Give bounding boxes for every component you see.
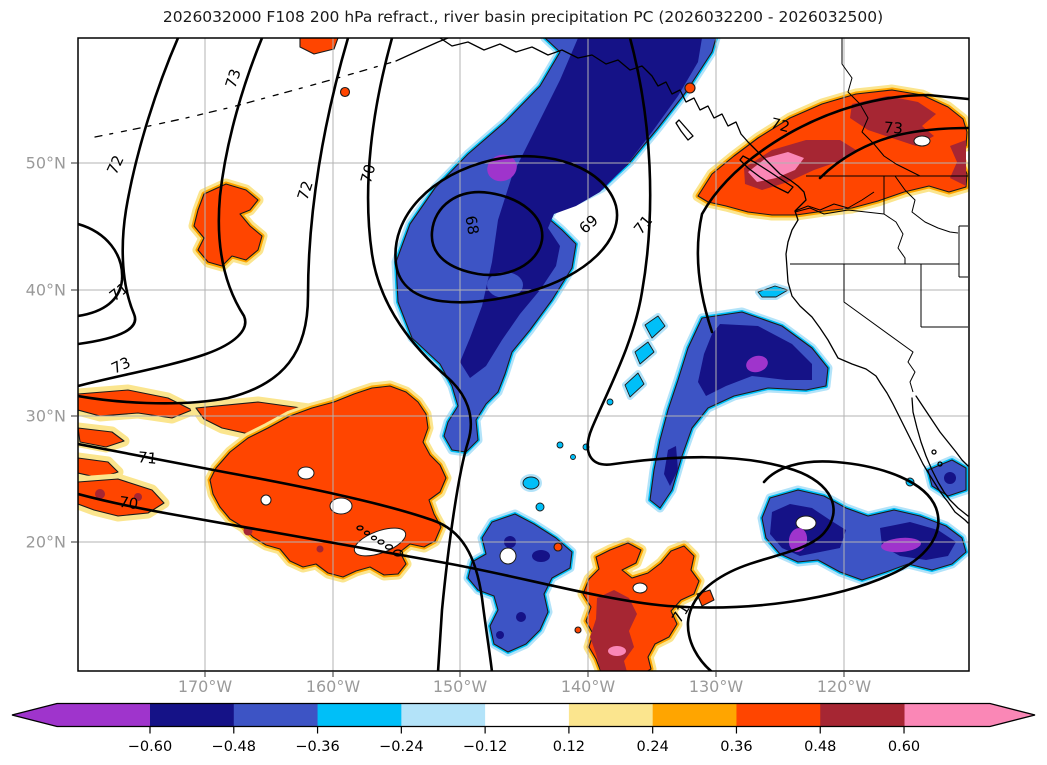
colorbar-segment (401, 703, 486, 727)
contour-label-71: 71 (137, 448, 158, 468)
map-frame (77, 37, 970, 672)
colorbar-segment (568, 703, 654, 727)
lon-tick-label: 170°W (178, 677, 233, 696)
aleutian-islands-coast (94, 60, 397, 138)
colorbar-tick-label: −0.12 (463, 739, 507, 755)
nv-ut-az-border (920, 264, 968, 328)
baja-gulf-west-coast (911, 397, 969, 517)
contour-label-72: 72 (294, 179, 317, 203)
lat-tick-label: 40°N (26, 281, 66, 300)
lat-tick-label: 30°N (26, 407, 66, 426)
chart-title: 2026032000 F108 200 hPa refract., river … (163, 8, 883, 26)
contour-72-mid (78, 38, 350, 405)
colorbar: −0.60 −0.48 −0.36 −0.24 −0.12 0.12 0.24 0.36 0.4… (11, 702, 1036, 755)
contour-label-73: 73 (222, 67, 245, 91)
contour-label-73: 73 (883, 118, 903, 137)
lon-tick-label: 120°W (817, 677, 872, 696)
colorbar-outline (11, 702, 1036, 728)
ca-nv-az-border (843, 264, 916, 393)
colorbar-segment (233, 703, 319, 727)
colorbar-extend-below (12, 703, 150, 727)
contour-69-closed (394, 155, 619, 304)
axis-ticks (71, 162, 845, 677)
vancouver-island-coast (739, 155, 794, 194)
colorbar-tick-label: 0.24 (637, 739, 669, 755)
lon-tick-label: 130°W (689, 677, 744, 696)
contour-68-closed-low (430, 190, 544, 277)
colorbar-extend-above (904, 703, 1035, 727)
haida-gwaii-coast (675, 119, 694, 141)
id-mt-border (894, 175, 959, 234)
contour-label-72: 72 (769, 114, 792, 136)
contour-71-left (78, 222, 124, 318)
wyoming-border (958, 225, 968, 278)
negative-anomaly-regions (391, 38, 969, 657)
lon-tick-label: 150°W (433, 677, 488, 696)
lat-tick-label: 50°N (26, 154, 66, 173)
lon-tick-label: 140°W (561, 677, 616, 696)
contour-70-south-loop (78, 460, 940, 609)
colorbar-tick-label: 0.12 (553, 739, 585, 755)
gulf-islands (931, 449, 943, 467)
colorbar-tick-label: −0.48 (212, 739, 256, 755)
contour-73-ridge (818, 126, 969, 180)
colorbar-tick-label: −0.36 (295, 739, 339, 755)
colorbar-tick-label: −0.24 (379, 739, 423, 755)
hawaiian-islands-coast (356, 525, 404, 557)
contour-71-south (78, 442, 494, 671)
gulf-of-california-east-coast (915, 395, 969, 467)
contour-72-left (78, 38, 180, 346)
colorbar-segment (652, 703, 737, 727)
or-id-border (883, 213, 906, 264)
colorbar-tick-label: 0.60 (888, 739, 920, 755)
contour-70-main (366, 38, 473, 671)
colorbar-tick-label: −0.60 (128, 739, 172, 755)
political-borders (790, 38, 968, 393)
colorbar-tick-label: 0.48 (804, 739, 836, 755)
lat-tick-label: 20°N (26, 533, 66, 552)
refraction-contours (78, 38, 969, 671)
lon-tick-label: 160°W (306, 677, 361, 696)
wa-or-border (794, 207, 885, 215)
colorbar-segment (736, 703, 821, 727)
colorbar-segment (485, 703, 570, 727)
colorbar-tick-label: 0.36 (720, 739, 752, 755)
contour-71-main (586, 38, 835, 671)
colorbar-segment (150, 703, 235, 727)
contour-label-70: 70 (118, 493, 139, 513)
colorbar-segment (820, 703, 905, 727)
colorbar-segment (317, 703, 402, 727)
north-america-west-coast (439, 38, 969, 524)
coastlines (94, 38, 969, 557)
contour-label-70: 70 (357, 162, 379, 185)
axis-tick-labels: 170°W 160°W 150°W 140°W 130°W 120°W 50°N 40°N 30… (26, 154, 872, 697)
columbia-river (794, 191, 875, 212)
positive-anomaly-regions (78, 38, 969, 671)
contour-72-ridge (696, 93, 969, 334)
contour-73-left (78, 38, 264, 388)
contour-label-68: 68 (461, 214, 482, 236)
bc-alberta-border (841, 38, 921, 177)
